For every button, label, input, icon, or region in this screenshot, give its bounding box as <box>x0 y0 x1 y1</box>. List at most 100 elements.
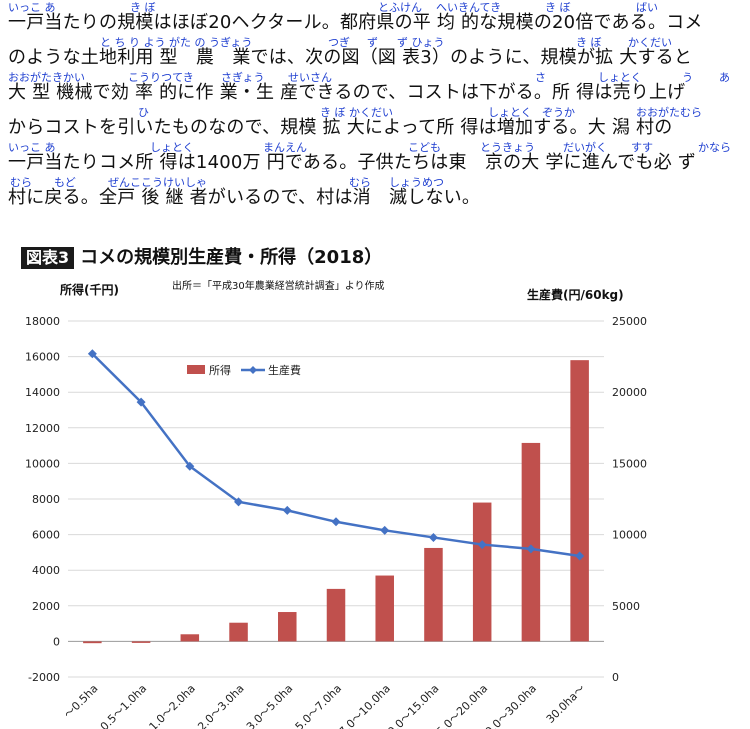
text-line: いっこ あ き ぼ とふけん へいきんてき き ぼ ばい 一戸当たりの規模はほぼ20ヘクター… <box>8 0 750 35</box>
right-tick-label: 15000 <box>612 457 647 470</box>
income-bar <box>278 612 297 642</box>
right-tick-label: 0 <box>612 671 619 684</box>
x-tick-label: 5.0～7.0ha <box>293 682 344 729</box>
furigana: しょうめつ <box>389 176 444 189</box>
text-line: と ち り よう がた の うぎょう つぎ ず ず ひょう き ぼ かくだい のような土地利… <box>8 35 750 70</box>
furigana: むら <box>10 176 32 189</box>
furigana: き ぼ かくだい <box>320 106 393 119</box>
furigana: ばい <box>636 1 658 14</box>
legend-cost-marker <box>249 366 257 374</box>
income-bar <box>131 641 151 643</box>
x-tick-label: 1.0～2.0ha <box>147 682 198 729</box>
cost-point <box>477 540 487 550</box>
x-tick-label: 2.0～3.0ha <box>195 682 246 729</box>
furigana: とうきょう <box>480 141 535 154</box>
legend-income-swatch <box>187 365 205 374</box>
furigana: おおがたきかい <box>8 71 85 84</box>
furigana: ぜんここうけいしゃ <box>108 176 207 189</box>
main-text: 一戸当たりの規模はほぼ20ヘクタール。都府県の平 均 的な規模の20倍である。コ… <box>8 12 703 33</box>
income-bar <box>521 442 541 642</box>
left-tick-label: -2000 <box>28 671 60 684</box>
furigana: さぎょう <box>221 71 265 84</box>
furigana-row: むら もど ぜんここうけいしゃ むら しょうめつ <box>8 177 750 189</box>
furigana: まんえん <box>263 141 307 154</box>
furigana: いっこ あ <box>8 141 56 154</box>
main-text: 村に戻る。全戸 後 継 者がいるので、村は消 滅しない。 <box>8 187 481 208</box>
furigana: しょとく <box>488 106 532 119</box>
left-tick-label: 4000 <box>32 564 60 577</box>
left-tick-label: 16000 <box>25 351 60 364</box>
furigana: あ <box>719 71 730 84</box>
gridlines <box>68 320 604 678</box>
main-text: 一戸当たりコメ所 得は1400万 円である。子供たちは東 京の大 学に進んでも必… <box>8 152 697 173</box>
x-tick-label: 30.0ha～ <box>544 682 588 726</box>
income-bar <box>326 588 346 642</box>
right-axis-title: 生産費(円/60kg) <box>527 287 624 302</box>
figure-badge: 図表3 <box>21 247 75 269</box>
furigana: かなら <box>698 141 731 154</box>
text-line: むら もど ぜんここうけいしゃ むら しょうめつ 村に戻る。全戸 後 継 者がいるので、… <box>8 175 750 210</box>
furigana: おおがたむら <box>636 106 702 119</box>
legend-income-label: 所得 <box>209 364 231 377</box>
income-bar <box>472 502 492 642</box>
left-tick-label: 2000 <box>32 600 60 613</box>
furigana: すす <box>631 141 653 154</box>
furigana: と ち り よう がた の うぎょう <box>100 36 253 49</box>
furigana-row: いっこ あ き ぼ とふけん へいきんてき き ぼ ばい <box>8 2 750 14</box>
furigana: しょとく <box>150 141 194 154</box>
text-line: おおがたきかい こうりつてき さぎょう せいさん さ しょとく う あ大 型 機械で効 率 的… <box>8 70 750 105</box>
furigana: かくだい <box>628 36 672 49</box>
cost-point <box>234 497 244 507</box>
furigana: さ <box>535 71 546 84</box>
left-tick-label: 8000 <box>32 493 60 506</box>
main-text: のような土地利用 型 農 業では、次の図（図 表3）のように、規模が拡 大すると <box>8 47 693 68</box>
furigana: ず <box>367 36 378 49</box>
legend-cost-label: 生産費 <box>268 363 301 377</box>
furigana: つぎ <box>328 36 350 49</box>
rice-cost-income-chart: 所得(千円) 出所＝「平成30年農業経営統計調査」より作成 生産費(円/60kg… <box>25 279 647 729</box>
furigana: ず ひょう <box>397 36 445 49</box>
cost-point <box>331 517 341 527</box>
text-line: いっこ あ しょとく まんえん こども とうきょう だいがく すす かなら 一戸当たりコメ所 得… <box>8 140 750 175</box>
cost-point <box>136 397 146 407</box>
furigana: だいがく <box>563 141 607 154</box>
x-tick-label: 7.0～10.0ha <box>336 682 392 729</box>
furigana: もど <box>54 176 76 189</box>
x-tick-label: ～0.5ha <box>61 682 100 721</box>
furigana-row: と ち り よう がた の うぎょう つぎ ず ず ひょう き ぼ かくだい <box>8 37 750 49</box>
cost-point <box>282 505 292 515</box>
main-text: からコストを引いたものなので、規模 拡 大によって所 得は増加する。大 潟 村の <box>8 117 673 138</box>
right-tick-label: 25000 <box>612 315 647 328</box>
source-note: 出所＝「平成30年農業経営統計調査」より作成 <box>172 279 385 292</box>
furigana: う <box>682 71 693 84</box>
furigana: いっこ あ <box>8 1 56 14</box>
furigana: とふけん <box>378 1 422 14</box>
furigana-row: おおがたきかい こうりつてき さぎょう せいさん さ しょとく う あ <box>8 72 750 84</box>
income-bar <box>180 634 200 642</box>
income-bar <box>229 622 248 642</box>
right-tick-label: 10000 <box>612 529 647 542</box>
body-text: いっこ あ き ぼ とふけん へいきんてき き ぼ ばい 一戸当たりの規模はほぼ20ヘクター… <box>8 0 750 210</box>
left-tick-label: 12000 <box>25 422 60 435</box>
right-tick-label: 5000 <box>612 600 640 613</box>
cost-point <box>428 532 438 542</box>
figure-title-row: 図表3 コメの規模別生産費・所得（2018） <box>21 246 382 270</box>
left-tick-label: 6000 <box>32 529 60 542</box>
legend: 所得 生産費 <box>187 363 301 377</box>
left-tick-label: 18000 <box>25 315 60 328</box>
income-bar <box>424 547 443 642</box>
income-bar <box>83 641 102 644</box>
x-tick-label: 0.5～1.0ha <box>98 682 149 729</box>
left-tick-label: 10000 <box>25 457 60 470</box>
furigana-row: ひ き ぼ かくだい しょとく ぞうか おおがたむら <box>8 107 750 119</box>
main-text: 大 型 機械で効 率 的に作 業・生 産できるので、コストは下がる。所 得は売り… <box>8 82 686 103</box>
left-axis-title: 所得(千円) <box>60 282 119 297</box>
furigana: き ぼ <box>130 1 156 14</box>
furigana: むら <box>349 176 371 189</box>
right-tick-label: 20000 <box>612 386 647 399</box>
furigana: ぞうか <box>542 106 575 119</box>
cost-point <box>87 349 97 359</box>
furigana: へいきんてき <box>436 1 502 14</box>
furigana: こうりつてき <box>128 71 194 84</box>
furigana: き ぼ <box>545 1 571 14</box>
